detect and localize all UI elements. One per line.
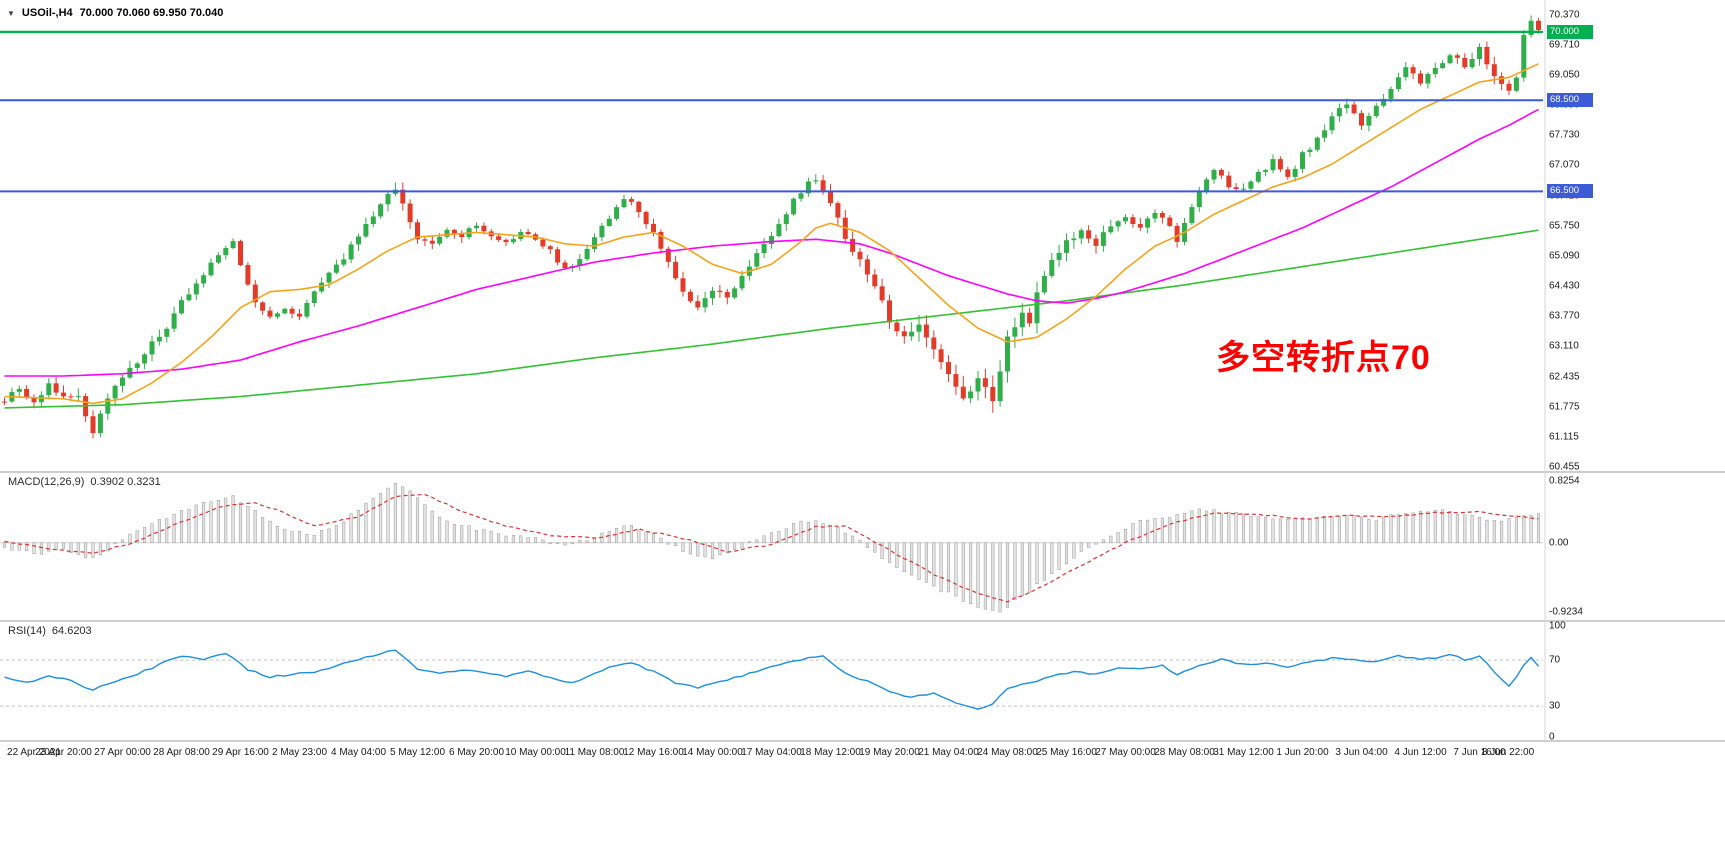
macd-signal-line — [4, 493, 1539, 603]
price-axis-column[interactable]: 70.00068.50066.50070.37069.71069.05068.3… — [1546, 0, 1725, 841]
rsi-tick-label: 30 — [1549, 700, 1561, 712]
price-tick-label: 65.750 — [1549, 220, 1580, 232]
macd-values: 0.3902 0.3231 — [90, 476, 161, 488]
time-axis-label: 22 Apr 2021 — [7, 747, 61, 758]
time-axis-label: 27 Apr 00:00 — [94, 747, 151, 758]
price-tick-label: 70.370 — [1549, 9, 1580, 21]
time-axis-label: 28 May 08:00 — [1154, 747, 1215, 758]
expander-triangle-icon[interactable]: ▼ — [7, 8, 15, 18]
macd-tick-label: -0.9234 — [1549, 606, 1583, 618]
macd-indicator-label: MACD(12,26,9) 0.3902 0.3231 — [8, 476, 161, 488]
rsi-tick-label: 70 — [1549, 654, 1561, 666]
candles-layer — [2, 15, 1541, 439]
ma-slow-line — [4, 229, 1539, 409]
rsi-tick-label: 100 — [1549, 620, 1566, 632]
time-axis-label: 14 May 00:00 — [682, 747, 743, 758]
rsi-line — [4, 649, 1540, 710]
rsi-name: RSI(14) — [8, 625, 46, 637]
price-tick-label: 61.775 — [1549, 401, 1580, 413]
time-axis-label: 29 Apr 16:00 — [212, 747, 269, 758]
time-axis-label: 27 May 00:00 — [1095, 747, 1156, 758]
macd-tick-label: 0.00 — [1549, 537, 1569, 549]
price-tick-label: 69.050 — [1549, 69, 1580, 81]
price-tick-label: 63.770 — [1549, 310, 1580, 322]
price-tick-label: 69.710 — [1549, 39, 1580, 51]
time-axis-label: 2 May 23:00 — [271, 747, 328, 758]
time-axis-label: 6 May 20:00 — [448, 747, 505, 758]
rsi-tick-label: 0 — [1549, 731, 1555, 743]
time-axis-label: 3 Jun 04:00 — [1335, 747, 1388, 758]
time-axis-label: 12 May 16:00 — [623, 747, 684, 758]
price-tick-label: 65.090 — [1549, 250, 1580, 262]
time-axis-label: 17 May 04:00 — [741, 747, 802, 758]
time-axis-label: 7 Jun 16:00 — [1453, 747, 1506, 758]
time-axis[interactable]: 22 Apr 2021 23 Apr 20:00 27 Apr 00:00 28 Ap… — [0, 743, 1543, 763]
price-tick-label: 67.730 — [1549, 129, 1580, 141]
time-axis-label: 31 May 12:00 — [1213, 747, 1274, 758]
price-level-tag: 70.000 — [1547, 24, 1593, 39]
chart-annotation-text: 多空转折点70 — [1216, 339, 1431, 377]
time-axis-label: 23 Apr 20:00 — [35, 747, 92, 758]
horizontal-level-lines — [0, 30, 1543, 193]
price-tick-label: 64.430 — [1549, 280, 1580, 292]
symbol-title: USOil-,H4 — [21, 7, 73, 19]
price-tick-label: 60.455 — [1549, 461, 1580, 473]
price-tick-label: 61.115 — [1549, 431, 1579, 443]
price-tick-label: 62.435 — [1549, 371, 1580, 383]
time-axis-label: 1 Jun 20:00 — [1276, 747, 1329, 758]
price-level-tag: 66.500 — [1547, 184, 1593, 199]
time-axis-label: 10 May 00:00 — [505, 747, 566, 758]
panel-separators — [0, 0, 1725, 742]
ma-mid-line — [4, 108, 1539, 377]
time-axis-label: 18 May 12:00 — [800, 747, 861, 758]
macd-histogram — [2, 482, 1541, 613]
time-axis-label: 5 May 12:00 — [389, 747, 446, 758]
time-axis-label: 25 May 16:00 — [1036, 747, 1097, 758]
price-tick-label: 63.110 — [1549, 340, 1579, 352]
rsi-values: 64.6203 — [51, 625, 92, 637]
time-axis-label: 8 Jun 22:00 — [1481, 747, 1535, 758]
time-axis-label: 11 May 08:00 — [564, 747, 625, 758]
time-axis-label: 21 May 04:00 — [918, 747, 979, 758]
time-axis-label: 24 May 08:00 — [977, 747, 1038, 758]
time-axis-label: 4 May 04:00 — [330, 747, 387, 758]
symbol-ohlc-values: 70.000 70.060 69.950 70.040 — [79, 7, 224, 19]
price-level-tag: 68.500 — [1547, 93, 1593, 108]
macd-tick-label: 0.8254 — [1549, 475, 1580, 487]
time-axis-label: 4 Jun 12:00 — [1394, 747, 1447, 758]
macd-name: MACD(12,26,9) — [8, 476, 85, 488]
symbol-header: ▼ USOil-,H4 70.000 70.060 69.950 70.040 — [7, 7, 223, 19]
time-axis-label: 19 May 20:00 — [859, 747, 920, 758]
rsi-indicator-label: RSI(14) 64.6203 — [8, 625, 92, 637]
time-axis-label: 28 Apr 08:00 — [153, 747, 210, 758]
ma-fast-line — [4, 63, 1539, 405]
price-tick-label: 67.070 — [1549, 159, 1580, 171]
rsi-level-lines — [0, 659, 1543, 707]
